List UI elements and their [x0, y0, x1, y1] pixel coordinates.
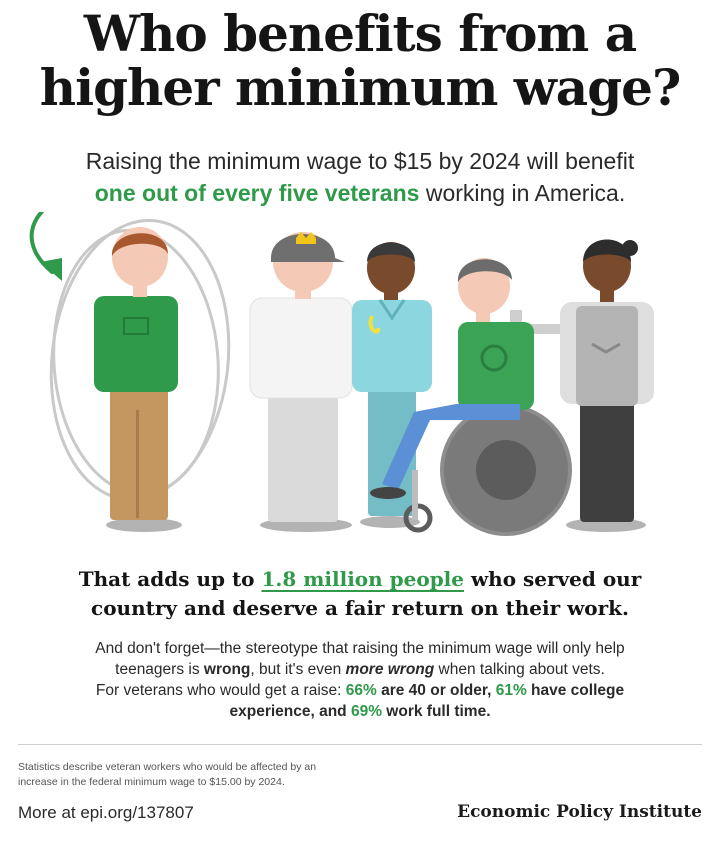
body-line-4: experience, and 69% work full time.	[0, 701, 720, 722]
title-line-2: higher minimum wage?	[39, 58, 682, 117]
more-link[interactable]: More at epi.org/137807	[18, 803, 194, 822]
subtitle-highlight: one out of every five veterans	[94, 180, 420, 206]
subtitle-line-1: Raising the minimum wage to $15 by 2024 …	[85, 148, 635, 174]
lead-line-2: country and deserve a fair return on the…	[91, 596, 629, 620]
subtitle-line-2: one out of every five veterans working i…	[0, 178, 720, 208]
veteran-figures-illustration	[29, 212, 654, 536]
body-more-wrong: more wrong	[345, 661, 435, 678]
body-line-1: And don't forget—the stereotype that rai…	[95, 640, 625, 657]
veteran-figure-scrubs	[352, 242, 432, 528]
body-text: when talking about vets.	[434, 661, 605, 678]
organization-name: Economic Policy Institute	[457, 802, 702, 822]
curved-arrow-icon	[29, 212, 62, 281]
lead-after: who served our	[464, 567, 642, 591]
body-text: teenagers is	[115, 661, 204, 678]
body-text: For veterans who would get a raise:	[95, 682, 346, 699]
lead-line-1: That adds up to 1.8 million people who s…	[0, 565, 720, 593]
footer-divider	[18, 744, 702, 745]
veteran-figure-vest	[560, 239, 654, 532]
lead-highlight: 1.8 million people	[261, 567, 464, 591]
subtitle-rest: working in America.	[419, 180, 626, 206]
body-text: experience, and	[229, 703, 351, 720]
title-line-1: Who benefits from a	[83, 4, 637, 63]
veteran-figure-wheelchair	[370, 258, 572, 536]
body-text: are 40 or older,	[376, 682, 496, 699]
body-text: have college	[526, 682, 625, 699]
lead-before: That adds up to	[78, 567, 262, 591]
body-text: work full time.	[382, 703, 491, 720]
footnote-line-2: increase in the federal minimum wage to …	[18, 776, 285, 788]
body-wrong: wrong	[203, 661, 251, 678]
stat-69-percent: 69%	[350, 703, 382, 720]
body-line-3: For veterans who would get a raise: 66% …	[0, 680, 720, 701]
footnote-line-1: Statistics describe veteran workers who …	[18, 761, 317, 773]
stat-61-percent: 61%	[495, 682, 527, 699]
veteran-figure-cap	[249, 232, 353, 532]
body-line-2: teenagers is wrong, but it's even more w…	[0, 659, 720, 680]
veteran-figure-green-shirt	[94, 227, 182, 532]
stat-66-percent: 66%	[345, 682, 377, 699]
body-text: , but it's even	[250, 661, 346, 678]
